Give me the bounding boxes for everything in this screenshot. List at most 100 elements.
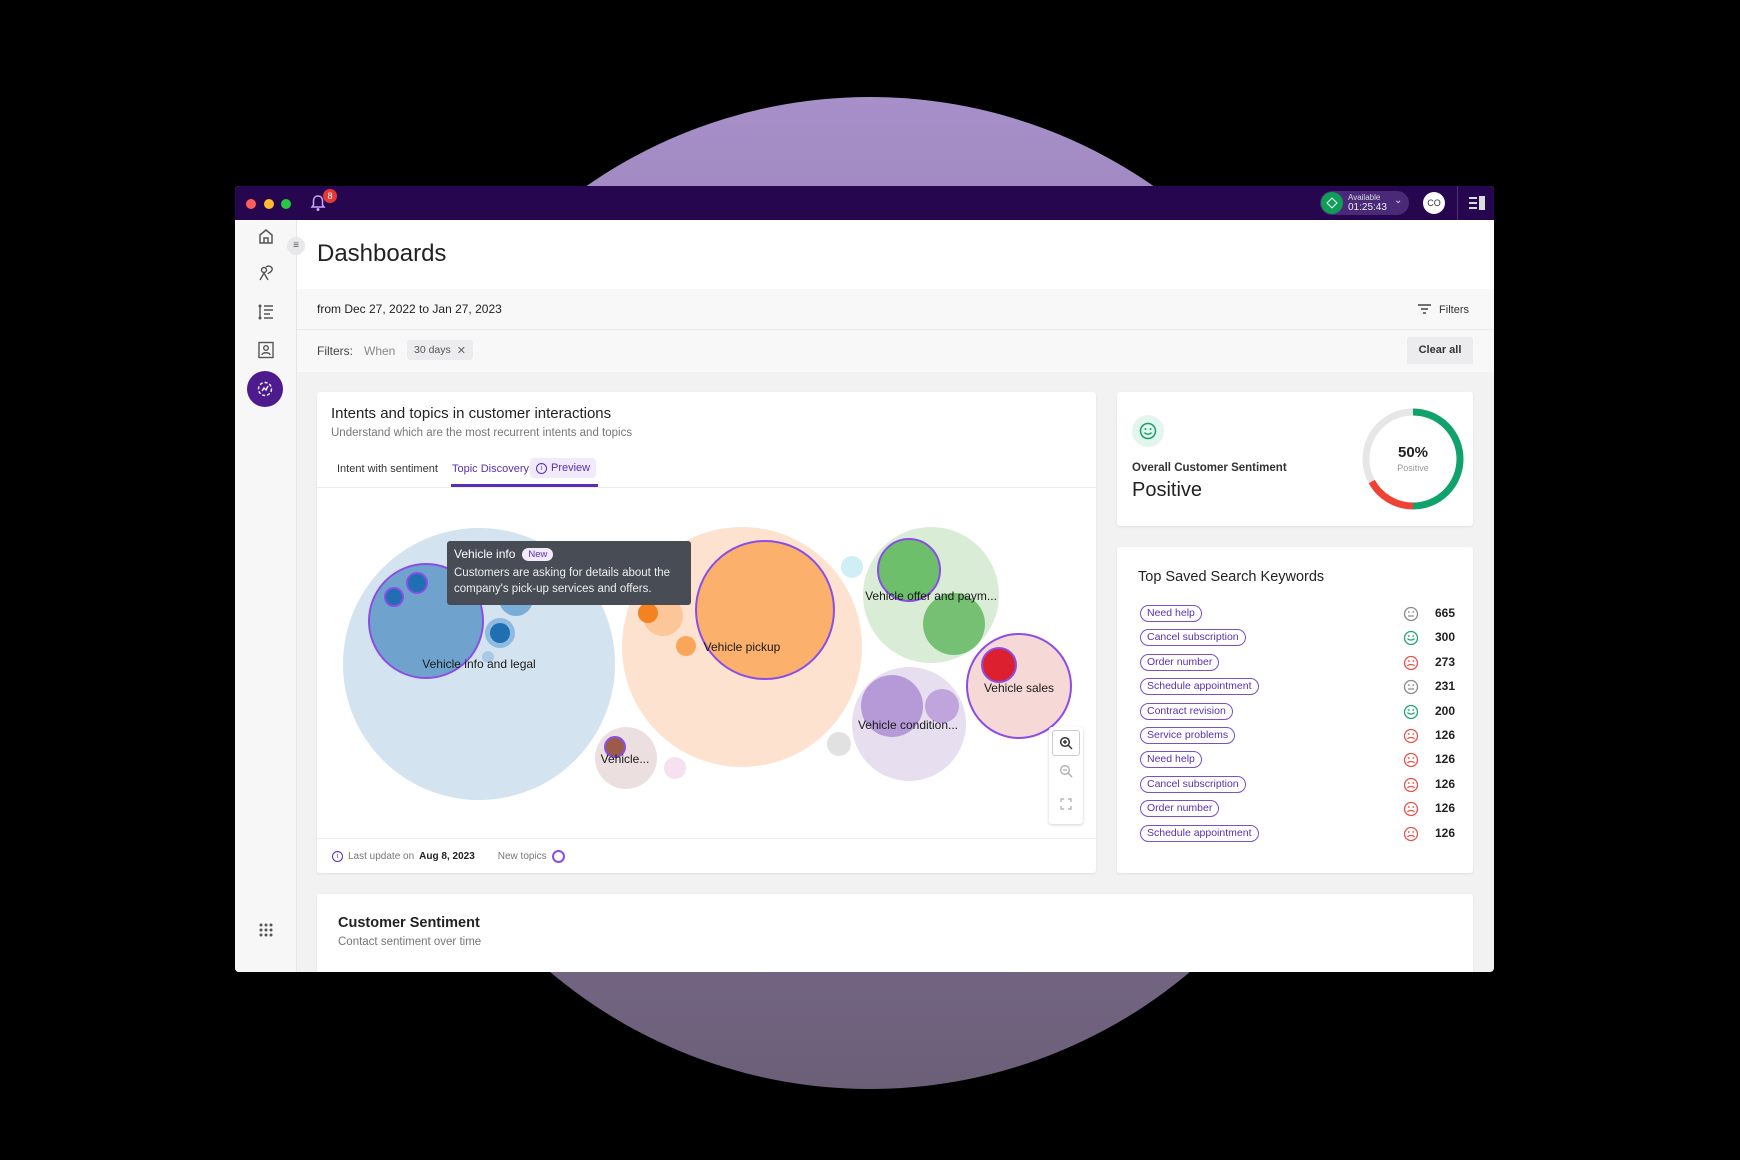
sentiment-value: Positive: [1132, 479, 1203, 501]
keyword-pill[interactable]: Service problems: [1140, 727, 1236, 744]
analytics-icon[interactable]: [247, 371, 283, 407]
bubble[interactable]: [604, 736, 626, 758]
tab-topic-discovery[interactable]: Topic Discovery: [452, 463, 530, 475]
bubble-label: Vehicle condition...: [858, 718, 958, 732]
filter-icon: [1418, 301, 1432, 319]
list-icon[interactable]: [250, 296, 282, 328]
keyword-count: 665: [1435, 606, 1456, 620]
chart-footer: i Last update on Aug 8, 2023 New topics: [332, 850, 565, 863]
keyword-count: 126: [1435, 801, 1456, 816]
keyword-pill[interactable]: Need help: [1140, 751, 1202, 769]
filters-button-label: Filters: [1439, 304, 1469, 316]
status-timer: 01:25:43: [1348, 202, 1387, 213]
filters-label: Filters:: [317, 344, 353, 358]
donut-negative-arc: [1362, 408, 1464, 510]
filter-chip[interactable]: 30 days ✕: [407, 340, 473, 360]
bubble[interactable]: [676, 636, 696, 656]
avatar[interactable]: CO: [1423, 192, 1445, 214]
agent-icon[interactable]: [250, 257, 282, 289]
filter-when-label: When: [364, 344, 396, 358]
overall-sentiment-card: Overall Customer Sentiment Positive 50% …: [1117, 392, 1473, 526]
bubble[interactable]: [384, 587, 404, 607]
keyword-pill[interactable]: Order number: [1140, 653, 1220, 671]
page-title: Dashboards: [317, 240, 447, 267]
clear-all-button[interactable]: Clear all: [1407, 337, 1473, 364]
filters-button[interactable]: Filters: [1418, 301, 1469, 319]
apps-grid-icon[interactable]: [250, 914, 282, 946]
bubble[interactable]: [490, 623, 510, 643]
keyword-pill[interactable]: Cancel subscription: [1140, 629, 1246, 647]
divider: [317, 487, 1096, 488]
intents-card: Intents and topics in customer interacti…: [317, 392, 1096, 873]
contacts-icon[interactable]: [250, 334, 282, 366]
info-icon: i: [536, 462, 547, 474]
top-bar: 8 Available 01:25:43 ⌄ CO: [235, 186, 1494, 220]
bubble[interactable]: [406, 572, 428, 594]
filters-row: Filters: When 30 days ✕ Clear all: [297, 330, 1494, 372]
sentiment-percent-label: Positive: [1397, 463, 1429, 473]
keywords-card: Top Saved Search Keywords Need help 665 Ca…: [1117, 547, 1473, 873]
keyword-pill[interactable]: Cancel subscription: [1140, 775, 1246, 793]
remove-filter-icon[interactable]: ✕: [456, 344, 466, 357]
bubble[interactable]: [638, 603, 658, 623]
negative-sentiment-icon: [1403, 728, 1419, 749]
sentiment-percent: 50%: [1397, 444, 1429, 461]
keyword-count: 231: [1435, 679, 1456, 694]
bubble-topic[interactable]: [695, 540, 835, 680]
close-window-button[interactable]: [246, 199, 256, 209]
status-selector[interactable]: Available 01:25:43 ⌄: [1320, 191, 1409, 215]
active-tab-indicator: [451, 484, 598, 487]
new-badge: New: [522, 547, 554, 561]
tooltip-title: Vehicle info: [454, 547, 516, 561]
customer-sentiment-card: Customer Sentiment Contact sentiment ove…: [317, 894, 1473, 972]
positive-sentiment-icon: [1403, 704, 1419, 725]
keyword-count: 126: [1435, 825, 1456, 840]
intents-card-subtitle: Understand which are the most recurrent …: [331, 427, 633, 439]
last-update-label: Last update on: [348, 851, 415, 862]
negative-sentiment-icon: [1403, 777, 1419, 798]
tab-intent-with-sentiment[interactable]: Intent with sentiment: [337, 463, 438, 475]
keyword-pill[interactable]: Schedule appointment: [1140, 824, 1259, 842]
neutral-sentiment-icon: [1403, 679, 1419, 700]
bubble[interactable]: [482, 651, 494, 663]
fullscreen-icon[interactable]: [1060, 797, 1072, 815]
preview-badge: i Preview: [530, 458, 597, 478]
divider: [317, 838, 1096, 839]
bell-icon[interactable]: [310, 194, 326, 217]
minimize-window-button[interactable]: [264, 199, 274, 209]
divider: [1457, 186, 1458, 220]
sidebar: [235, 220, 297, 972]
keyword-pill[interactable]: Schedule appointment: [1140, 678, 1259, 696]
bubble[interactable]: [861, 675, 923, 737]
bubble[interactable]: [981, 647, 1017, 683]
panel-toggle-icon[interactable]: [1469, 196, 1485, 215]
new-topic-legend-icon: [551, 850, 565, 863]
positive-sentiment-icon: [1403, 630, 1419, 651]
neutral-sentiment-icon: [1403, 606, 1419, 627]
bubble[interactable]: [925, 689, 959, 723]
bubble[interactable]: [841, 556, 863, 578]
bubble[interactable]: [827, 732, 851, 756]
page-header: ≡ Dashboards: [287, 220, 1494, 289]
zoom-controls: [1049, 727, 1083, 824]
chevron-down-icon: ⌄: [1394, 195, 1403, 206]
keyword-pill[interactable]: Order number: [1140, 800, 1220, 818]
bubble-label: Vehicle info and legal: [422, 657, 535, 671]
keywords-card-title: Top Saved Search Keywords: [1138, 569, 1325, 585]
keyword-pill[interactable]: Contract revision: [1140, 702, 1233, 720]
zoom-out-icon[interactable]: [1059, 764, 1073, 783]
zoom-in-icon[interactable]: [1052, 730, 1080, 756]
keyword-count: 126: [1435, 728, 1456, 742]
sentiment-donut: [1362, 408, 1464, 510]
maximize-window-button[interactable]: [281, 199, 291, 209]
filter-chip-label: 30 days: [414, 344, 451, 356]
bubble-label: Vehicle offer and paym...: [865, 589, 997, 603]
bubble[interactable]: [877, 538, 941, 602]
bubble[interactable]: [664, 757, 686, 779]
bubble[interactable]: [923, 593, 985, 655]
tooltip-text: Customers are asking for details about t…: [454, 567, 671, 595]
collapse-sidebar-button[interactable]: ≡: [287, 237, 305, 255]
keyword-count: 273: [1435, 654, 1456, 669]
keyword-pill[interactable]: Need help: [1140, 605, 1202, 622]
home-icon[interactable]: [250, 220, 282, 252]
